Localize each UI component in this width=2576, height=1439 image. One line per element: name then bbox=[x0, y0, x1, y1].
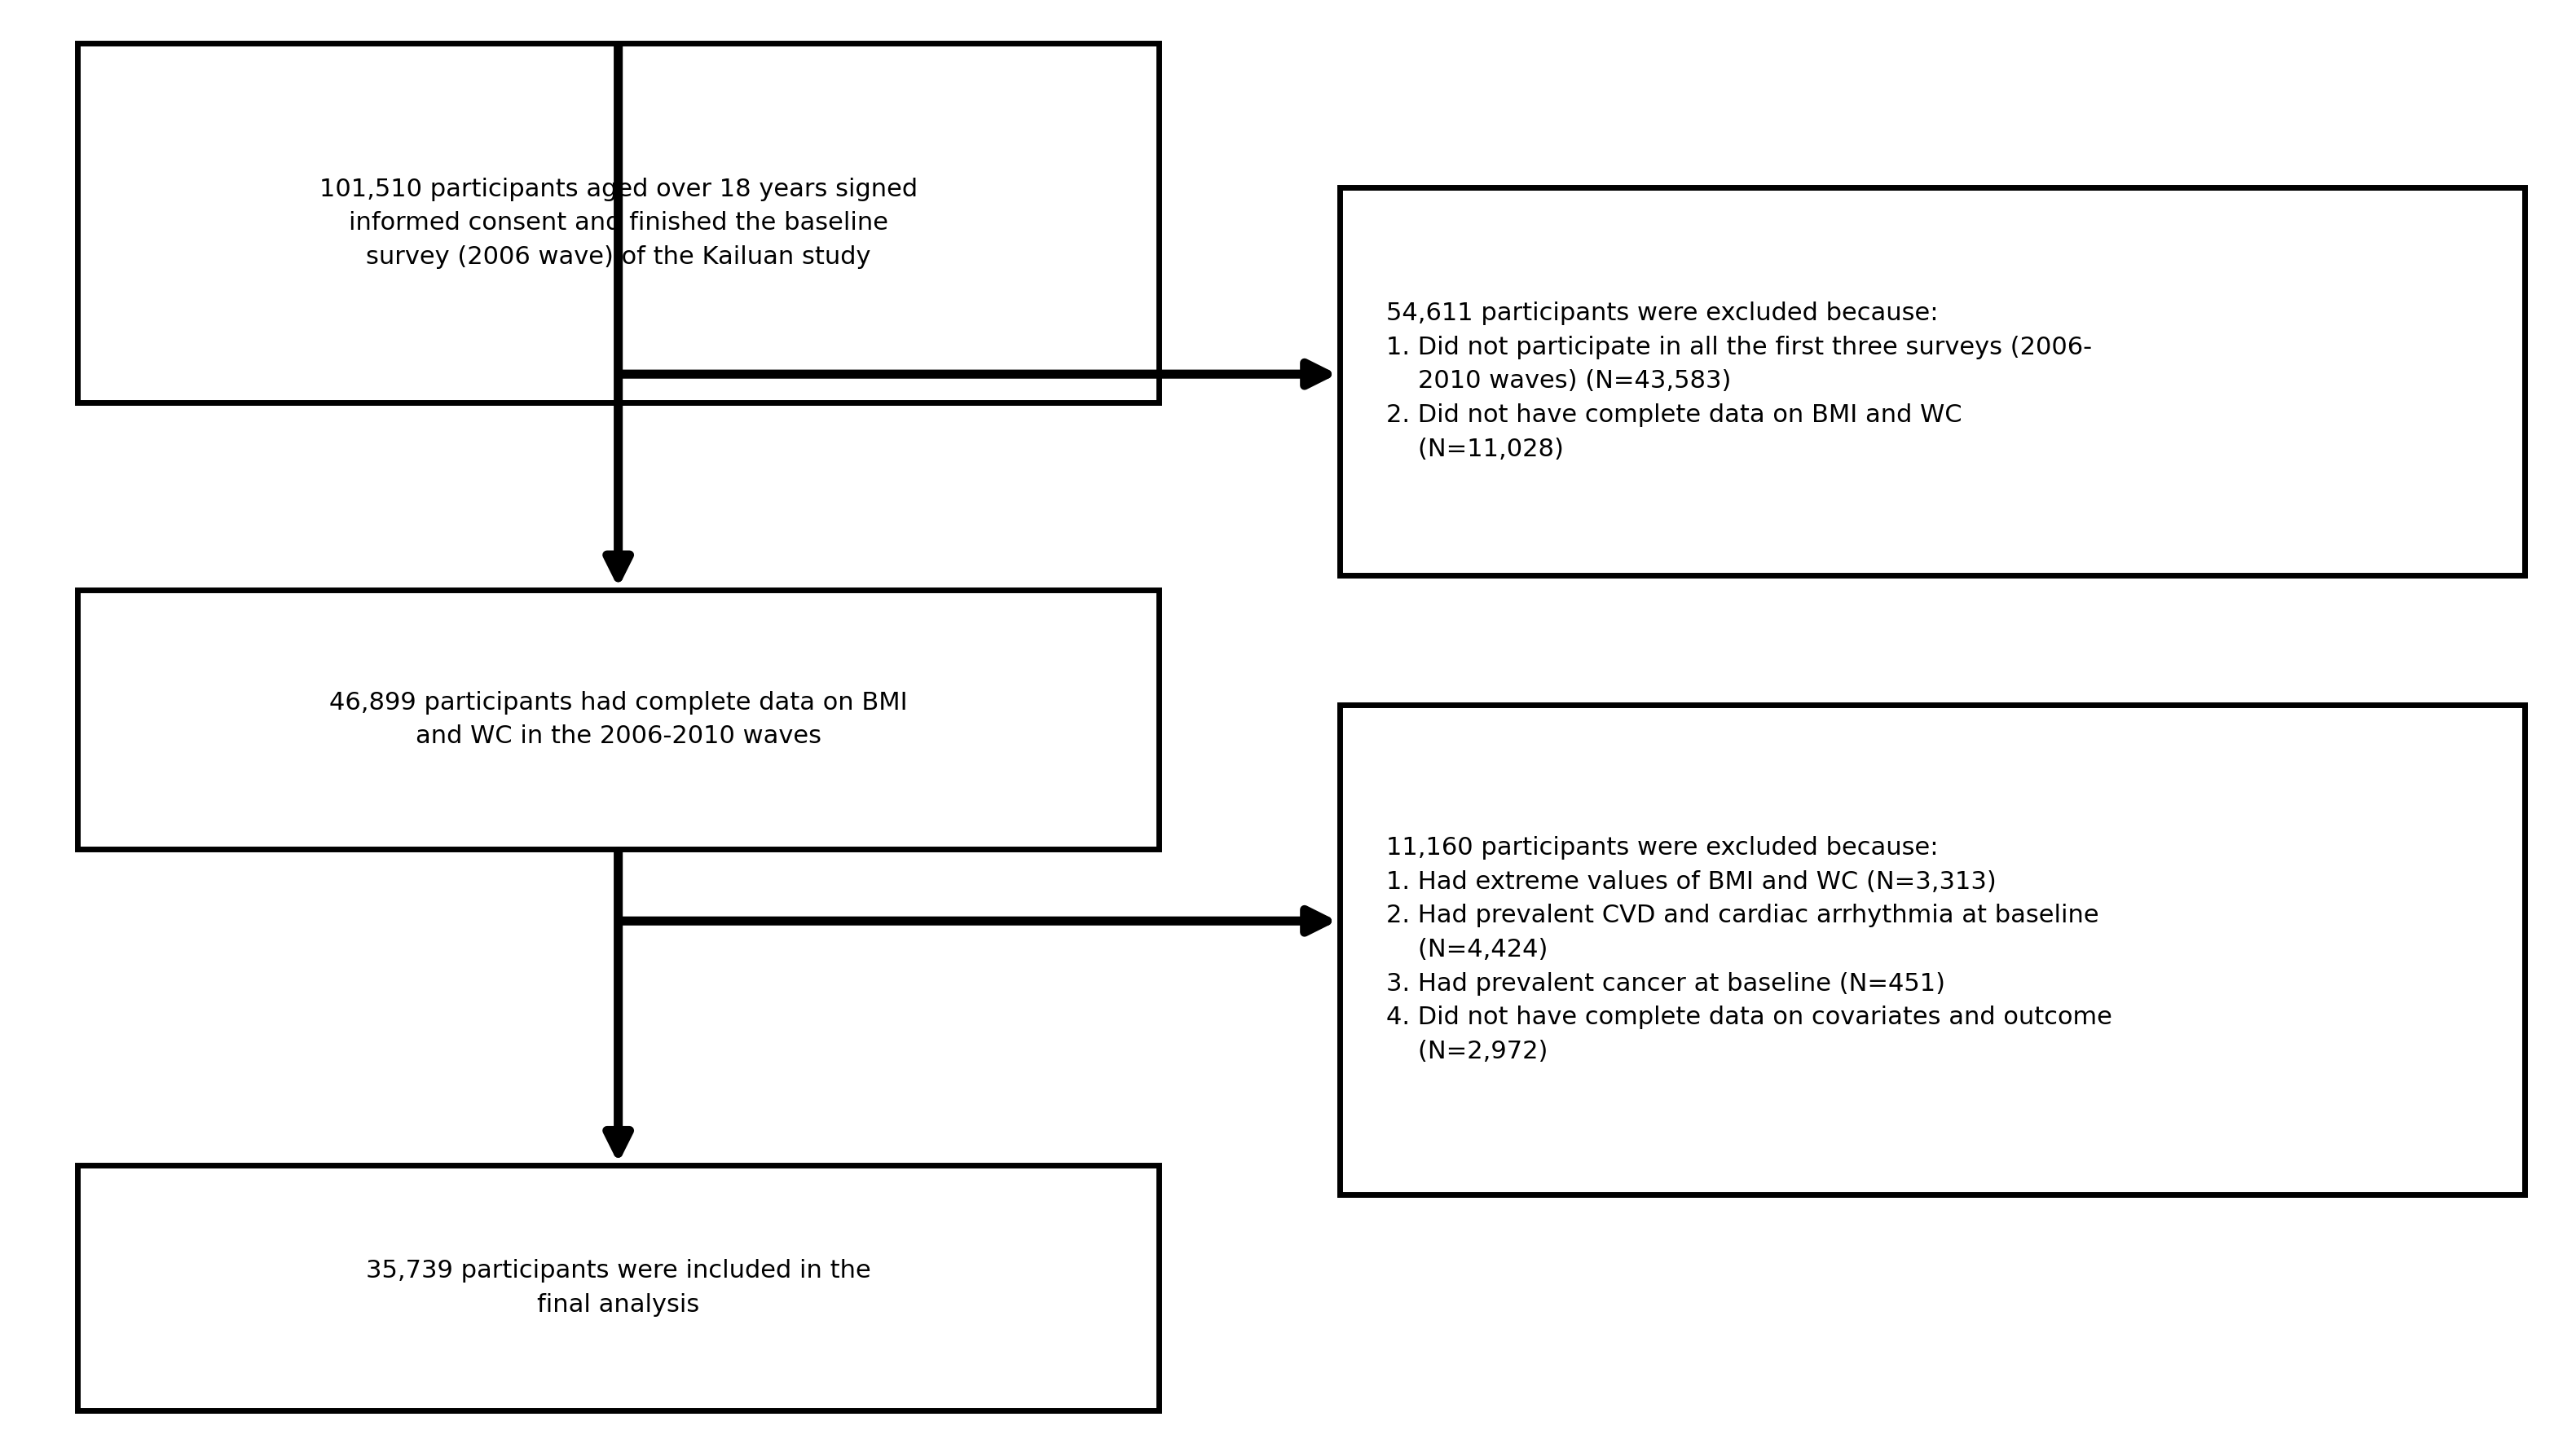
Text: 54,611 participants were excluded because:
1. Did not participate in all the fir: 54,611 participants were excluded becaus… bbox=[1386, 302, 2092, 460]
FancyBboxPatch shape bbox=[77, 590, 1159, 849]
Text: 11,160 participants were excluded because:
1. Had extreme values of BMI and WC (: 11,160 participants were excluded becaus… bbox=[1386, 836, 2112, 1063]
FancyBboxPatch shape bbox=[77, 43, 1159, 403]
Text: 46,899 participants had complete data on BMI
and WC in the 2006-2010 waves: 46,899 participants had complete data on… bbox=[330, 691, 907, 748]
FancyBboxPatch shape bbox=[77, 1166, 1159, 1410]
FancyBboxPatch shape bbox=[1340, 705, 2524, 1194]
Text: 101,510 participants aged over 18 years signed
informed consent and finished the: 101,510 participants aged over 18 years … bbox=[319, 177, 917, 269]
Text: 35,739 participants were included in the
final analysis: 35,739 participants were included in the… bbox=[366, 1259, 871, 1317]
FancyBboxPatch shape bbox=[1340, 187, 2524, 576]
